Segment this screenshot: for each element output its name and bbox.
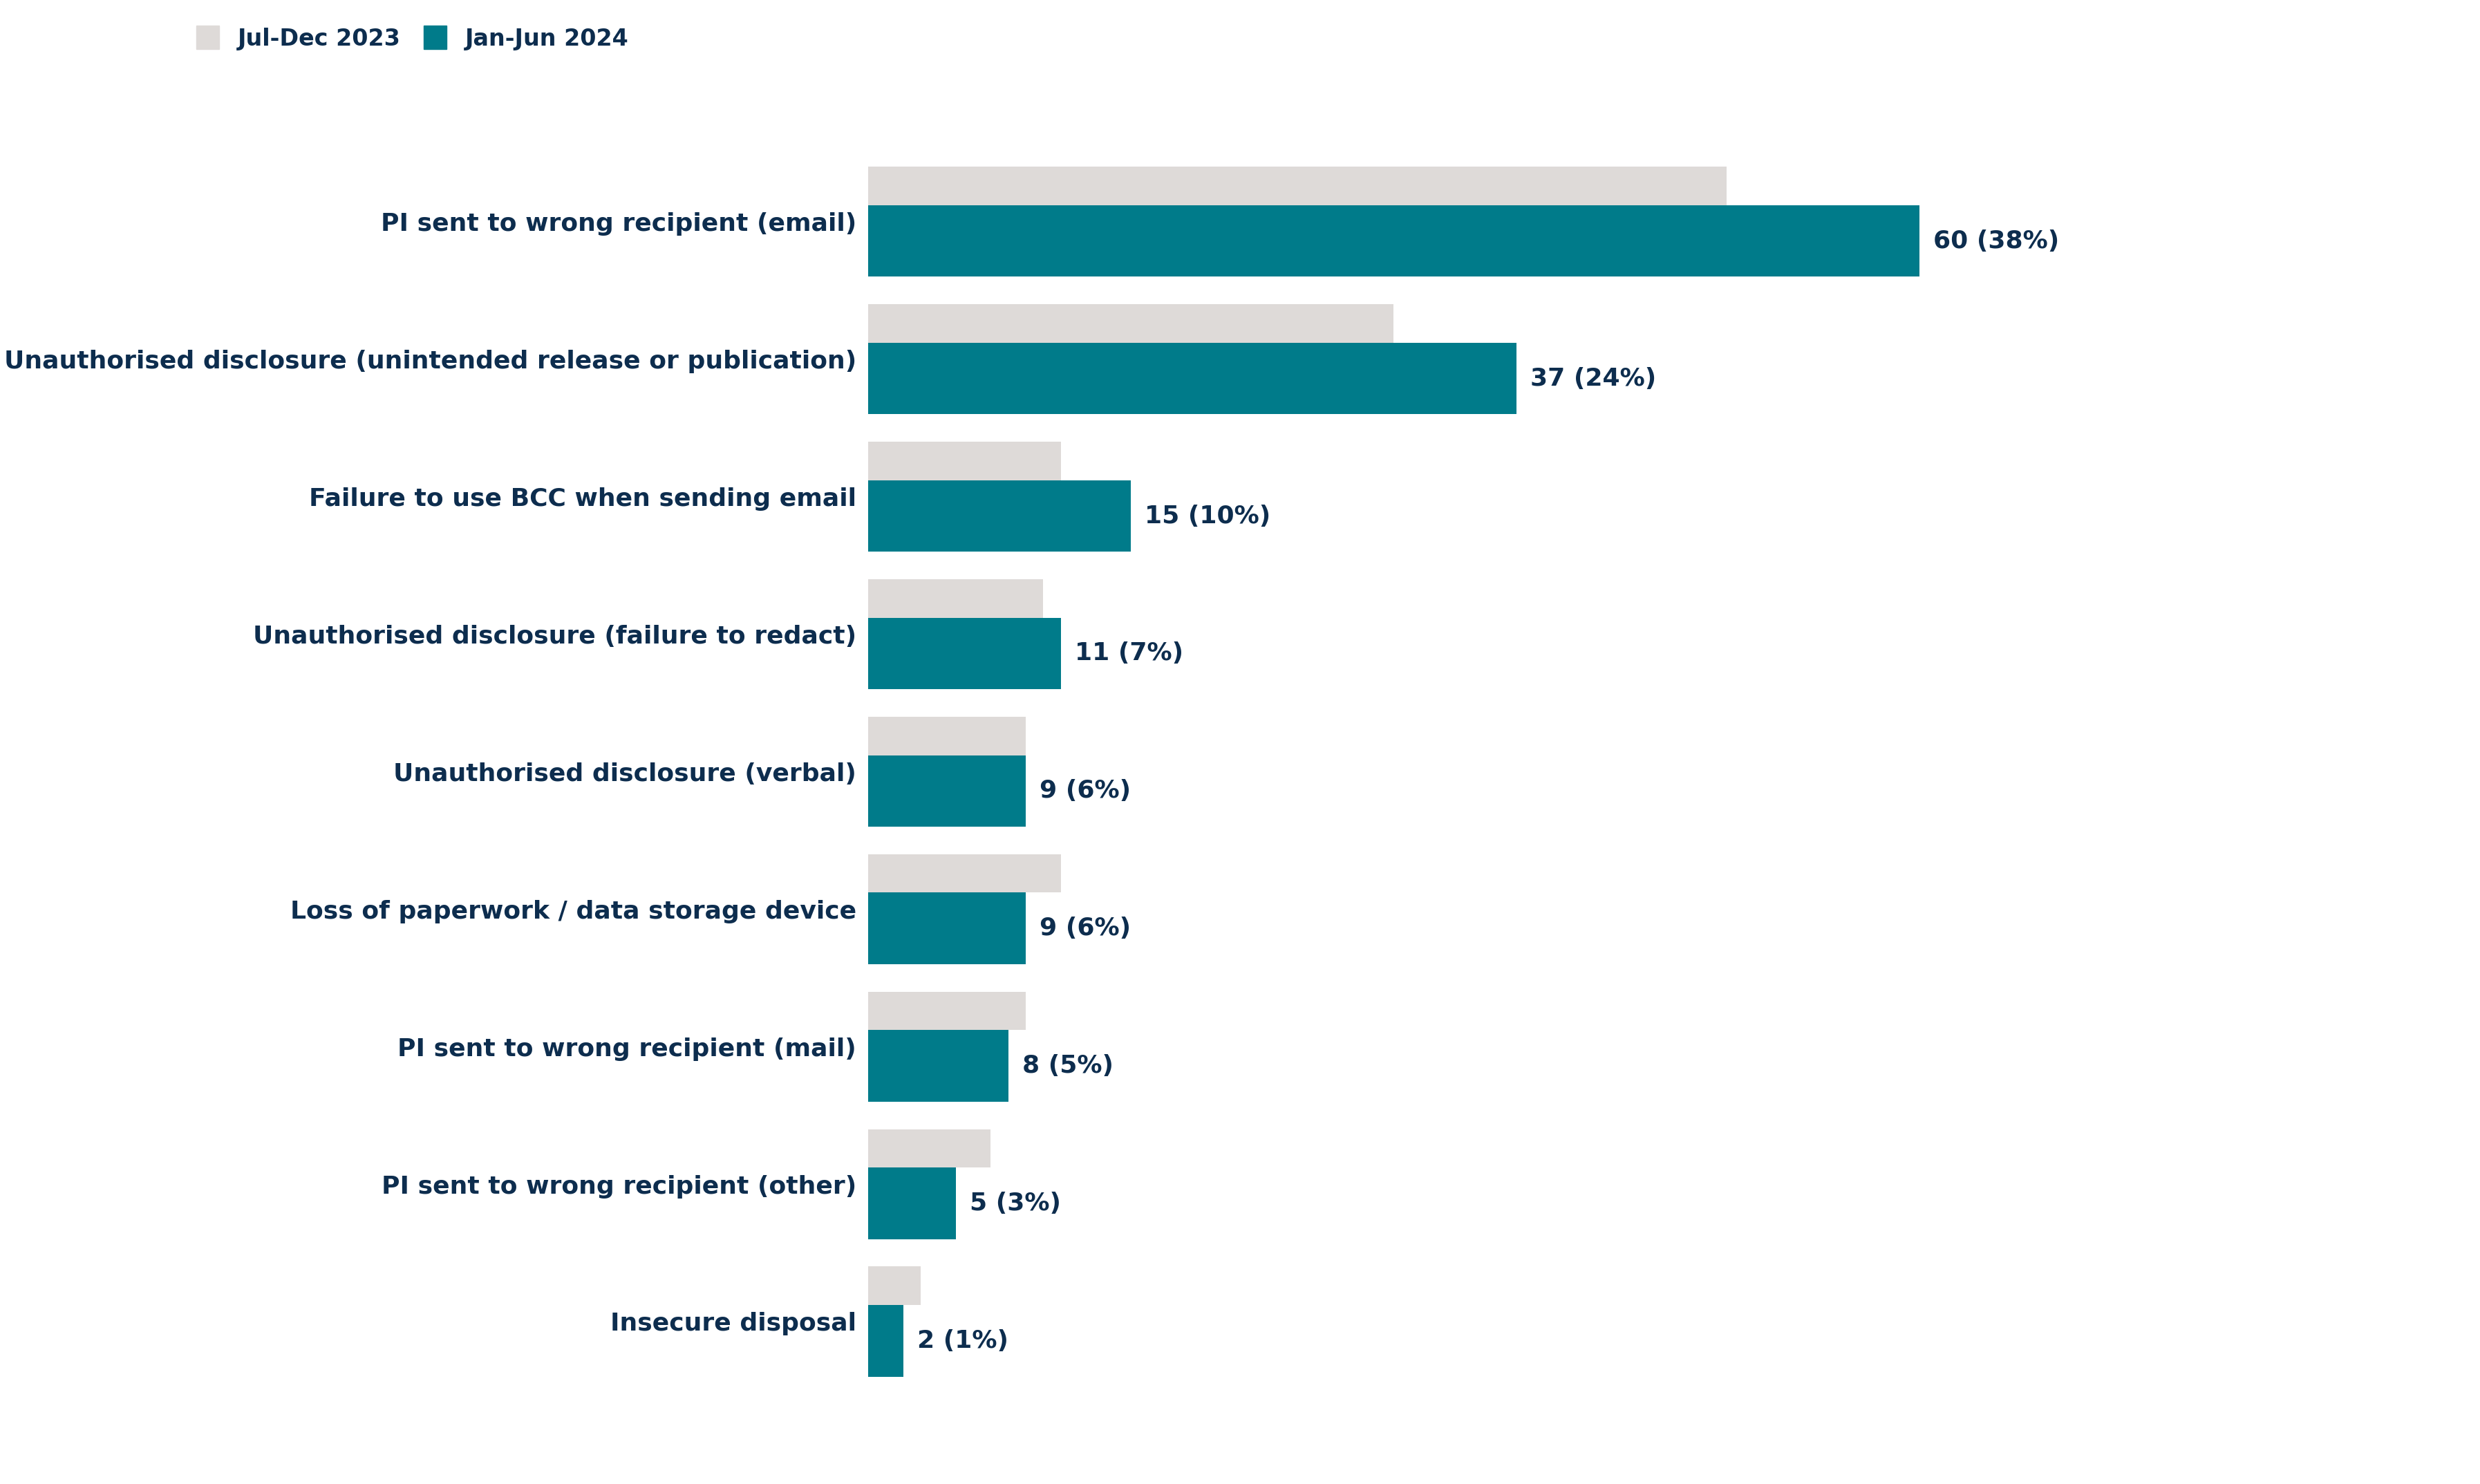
Bar [868, 617, 1061, 689]
Bar [868, 1030, 1009, 1101]
Text: 5 (3%): 5 (3%) [970, 1192, 1061, 1215]
Bar [868, 442, 1061, 481]
Text: 37 (24%): 37 (24%) [1530, 367, 1657, 390]
Bar [868, 343, 1515, 414]
Text: 2 (1%): 2 (1%) [918, 1330, 1009, 1352]
Text: 9 (6%): 9 (6%) [1039, 779, 1131, 803]
Bar [868, 481, 1131, 552]
Legend: Jul-Dec 2023, Jan-Jun 2024: Jul-Dec 2023, Jan-Jun 2024 [196, 25, 630, 50]
Bar [868, 579, 1044, 617]
Bar [868, 1304, 903, 1377]
Text: 11 (7%): 11 (7%) [1074, 641, 1183, 665]
Bar [868, 855, 1061, 893]
Bar [868, 991, 1027, 1030]
Text: 15 (10%): 15 (10%) [1146, 505, 1270, 528]
Text: 60 (38%): 60 (38%) [1934, 230, 2058, 252]
Bar [868, 166, 1726, 205]
Text: 8 (5%): 8 (5%) [1022, 1054, 1114, 1077]
Text: 9 (6%): 9 (6%) [1039, 917, 1131, 941]
Bar [868, 304, 1394, 343]
Bar [868, 1129, 990, 1168]
Bar [868, 205, 1920, 278]
Bar [868, 1168, 955, 1239]
Bar [868, 755, 1027, 827]
Bar [868, 717, 1027, 755]
Bar [868, 1266, 920, 1304]
Bar [868, 893, 1027, 965]
